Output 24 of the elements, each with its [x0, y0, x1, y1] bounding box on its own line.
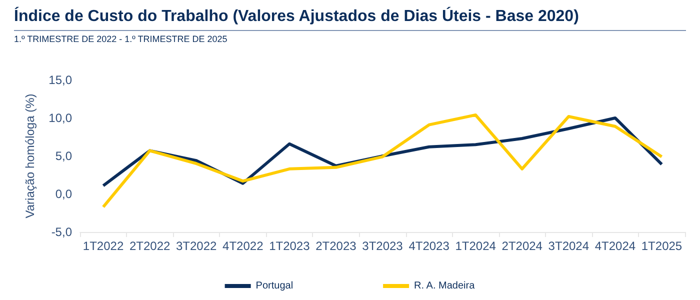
x-tick-label: 3T2022	[176, 239, 218, 253]
x-tick-label: 4T2023	[408, 239, 450, 253]
y-tick-label: 0,0	[55, 187, 72, 201]
legend-label: Portugal	[256, 280, 294, 292]
x-tick-label: 1T2022	[82, 239, 124, 253]
x-tick-label: 1T2025	[641, 239, 682, 253]
x-tick-label: 1T2023	[269, 239, 310, 253]
x-tick-label: 3T2023	[362, 239, 404, 253]
y-axis-title: Variação homóloga (%)	[23, 94, 37, 218]
x-tick-label: 2T2023	[316, 239, 357, 253]
y-tick-label: -5,0	[51, 225, 72, 239]
x-tick-label: 1T2024	[455, 239, 496, 253]
chart-subtitle: 1.º TRIMESTRE DE 2022 - 1.º TRIMESTRE DE 2025	[14, 34, 228, 44]
x-tick-label: 3T2024	[548, 239, 590, 253]
x-tick-label: 2T2022	[129, 239, 170, 253]
x-tick-label: 4T2022	[222, 239, 264, 253]
line-series	[102, 113, 664, 208]
x-tick-label: 2T2024	[502, 239, 543, 253]
y-tick-label: 10,0	[48, 111, 72, 125]
chart-title: Índice de Custo do Trabalho (Valores Ajustados de Dias Úteis - Base 2020)	[14, 8, 686, 31]
y-tick-label: 15,0	[48, 73, 72, 87]
x-tick-label: 4T2024	[594, 239, 636, 253]
legend-label: R. A. Madeira	[414, 280, 476, 292]
y-tick-label: 5,0	[55, 149, 72, 163]
